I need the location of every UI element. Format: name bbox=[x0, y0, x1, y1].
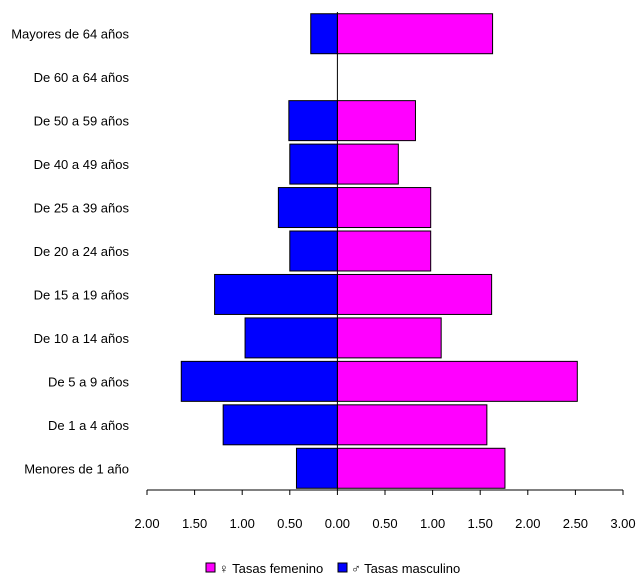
category-label-de-10-a-14-anos: De 10 a 14 años bbox=[34, 331, 130, 346]
bar-female-de-5-a-9-anos bbox=[336, 360, 578, 402]
bar-female-mayores-de-64-anos bbox=[336, 13, 494, 55]
category-label-de-15-a-19-anos: De 15 a 19 años bbox=[34, 287, 130, 302]
x-tick-label: 0.00 bbox=[325, 516, 350, 531]
x-tick-label: 2.50 bbox=[563, 516, 588, 531]
x-tick-label: 3.00 bbox=[610, 516, 635, 531]
category-label-de-1-a-4-anos: De 1 a 4 años bbox=[48, 418, 129, 433]
category-label-de-40-a-49-anos: De 40 a 49 años bbox=[34, 157, 130, 172]
bar-male-de-50-a-59-anos bbox=[288, 100, 338, 142]
category-labels: Mayores de 64 años De 60 a 64 años De 50 a… bbox=[11, 27, 129, 477]
bar-female-de-40-a-49-anos bbox=[336, 143, 399, 185]
bar-female-de-25-a-39-anos bbox=[336, 187, 432, 229]
x-tick-label: 1.50 bbox=[182, 516, 207, 531]
category-label-de-50-a-59-anos: De 50 a 59 años bbox=[34, 114, 130, 129]
x-tick-label: 2.00 bbox=[515, 516, 540, 531]
x-tick-label: 1.00 bbox=[420, 516, 445, 531]
bar-female-de-10-a-14-anos bbox=[336, 317, 442, 359]
bar-female-de-20-a-24-anos bbox=[336, 230, 432, 272]
x-tick-label: 1.50 bbox=[468, 516, 493, 531]
bar-male-de-1-a-4-anos bbox=[222, 404, 338, 446]
x-tick-label: 2.00 bbox=[134, 516, 159, 531]
bar-male-de-25-a-39-anos bbox=[277, 187, 338, 229]
legend-swatch-female bbox=[205, 562, 216, 573]
bar-male-menores-de-1-ano bbox=[295, 447, 338, 489]
bar-female-menores-de-1-ano bbox=[336, 447, 506, 489]
category-label-de-5-a-9-anos: De 5 a 9 años bbox=[48, 374, 129, 389]
bar-female-de-15-a-19-anos bbox=[336, 273, 493, 315]
legend-swatch-male bbox=[337, 562, 348, 573]
bar-male-mayores-de-64-anos bbox=[310, 13, 338, 55]
category-label-de-20-a-24-anos: De 20 a 24 años bbox=[34, 244, 130, 259]
bar-male-de-10-a-14-anos bbox=[244, 317, 338, 359]
legend: ♀ Tasas femenino ♂ Tasas masculino bbox=[205, 561, 460, 576]
category-label-mayores-de-64-anos: Mayores de 64 años bbox=[11, 27, 129, 42]
bar-male-de-5-a-9-anos bbox=[180, 360, 338, 402]
bar-female-de-1-a-4-anos bbox=[336, 404, 488, 446]
x-axis-ticks: 2.00 1.50 1.00 0.50 0.00 0.50 1.00 1.50 2.00 2.50… bbox=[134, 490, 636, 531]
x-tick-label: 1.00 bbox=[230, 516, 255, 531]
x-tick-label: 0.50 bbox=[372, 516, 397, 531]
category-label-de-25-a-39-anos: De 25 a 39 años bbox=[34, 201, 130, 216]
bars-group bbox=[180, 13, 578, 489]
category-label-menores-de-1-ano: Menores de 1 año bbox=[24, 461, 129, 476]
bar-male-de-40-a-49-anos bbox=[289, 143, 338, 185]
bar-female-de-50-a-59-anos bbox=[336, 100, 416, 142]
legend-label-male: ♂ Tasas masculino bbox=[351, 561, 460, 576]
bar-male-de-20-a-24-anos bbox=[289, 230, 338, 272]
bar-male-de-15-a-19-anos bbox=[214, 273, 338, 315]
category-label-de-60-a-64-anos: De 60 a 64 años bbox=[34, 70, 130, 85]
legend-label-female: ♀ Tasas femenino bbox=[219, 561, 323, 576]
x-tick-label: 0.50 bbox=[277, 516, 302, 531]
